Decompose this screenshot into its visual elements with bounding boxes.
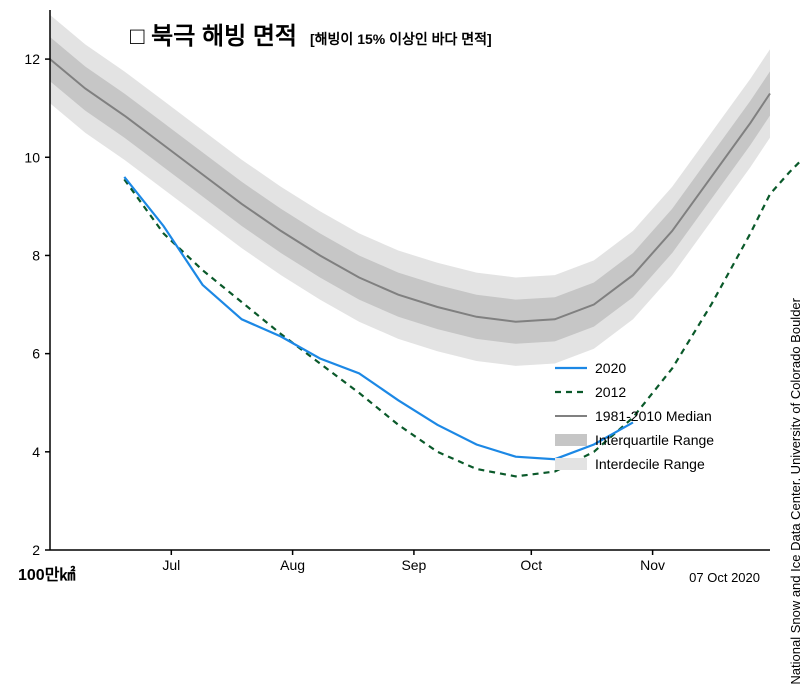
y-unit-label: 100만㎢ bbox=[18, 565, 75, 584]
legend-label: Interdecile Range bbox=[595, 456, 705, 472]
x-tick-label: Oct bbox=[520, 557, 542, 573]
legend-label: 2020 bbox=[595, 360, 626, 376]
date-label: 07 Oct 2020 bbox=[689, 570, 760, 585]
legend-swatch-iqr bbox=[555, 434, 587, 446]
chart-subtitle: [해빙이 15% 이상인 바다 면적] bbox=[310, 31, 492, 47]
chart-area: 2 4 6 8 10 12 Jul Aug Sep Oct Nov 100만㎢ □ 북극 해빙 면적 [해… bbox=[0, 0, 800, 596]
y-tick-label: 4 bbox=[32, 444, 40, 460]
chart-title: □ 북극 해빙 면적 bbox=[130, 23, 297, 50]
y-tick-label: 10 bbox=[24, 149, 40, 165]
y-tick-label: 6 bbox=[32, 346, 40, 362]
x-tick-label: Sep bbox=[401, 557, 426, 573]
legend-label: 2012 bbox=[595, 384, 626, 400]
source-credit: National Snow and Ice Data Center, Unive… bbox=[789, 298, 800, 685]
legend-label: 1981-2010 Median bbox=[595, 408, 712, 424]
legend-label: Interquartile Range bbox=[595, 432, 714, 448]
y-tick-label: 2 bbox=[32, 542, 40, 558]
legend-swatch-idr bbox=[555, 458, 587, 470]
x-tick-label: Jul bbox=[162, 557, 180, 573]
x-tick-label: Aug bbox=[280, 557, 305, 573]
x-tick-label: Nov bbox=[640, 557, 665, 573]
chart-svg: 2 4 6 8 10 12 Jul Aug Sep Oct Nov 100만㎢ □ 북극 해빙 면적 [해… bbox=[0, 0, 800, 596]
y-tick-label: 8 bbox=[32, 247, 40, 263]
y-tick-label: 12 bbox=[24, 51, 40, 67]
